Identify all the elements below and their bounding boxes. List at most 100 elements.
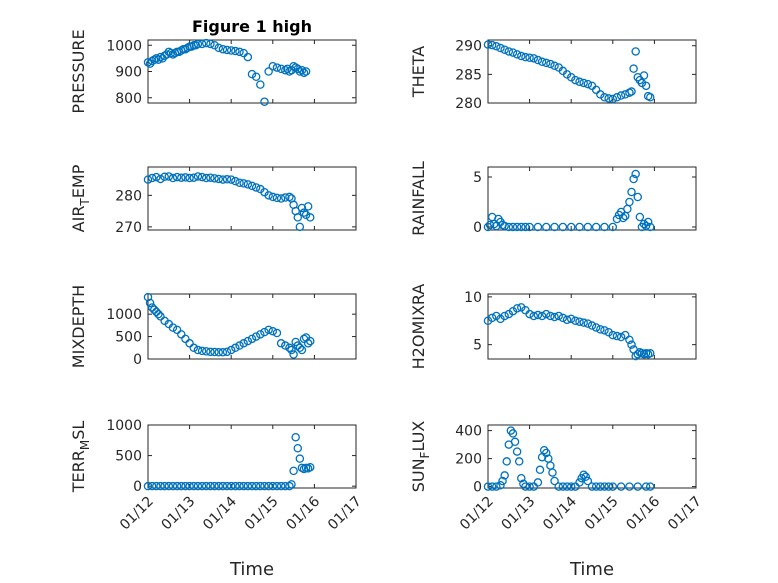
data-point: [247, 481, 257, 491]
series-markers: [483, 426, 655, 491]
data-point: [289, 466, 298, 476]
data-point: [487, 40, 497, 50]
data-point: [492, 482, 501, 491]
data-point: [616, 482, 626, 491]
data-point: [285, 343, 294, 353]
data-point: [239, 179, 248, 188]
y-tick-label: 280: [455, 96, 482, 112]
data-point: [295, 67, 305, 76]
axes-frame: [147, 424, 357, 489]
data-point: [147, 303, 157, 312]
data-point: [562, 482, 572, 491]
data-point: [235, 178, 244, 187]
data-point: [222, 45, 232, 55]
data-point: [235, 341, 244, 350]
data-point: [189, 481, 199, 491]
data-point: [591, 222, 601, 232]
data-point: [168, 323, 178, 332]
data-point: [525, 53, 534, 63]
data-point: [558, 313, 568, 323]
data-point: [600, 93, 609, 102]
data-point: [152, 172, 161, 182]
data-point: [210, 174, 219, 183]
data-point: [535, 465, 545, 475]
data-point: [243, 481, 253, 491]
data-point: [185, 173, 194, 183]
data-point: [301, 67, 311, 76]
data-point: [548, 468, 557, 477]
data-point: [645, 222, 655, 232]
data-point: [214, 348, 223, 357]
axes-frame: [147, 166, 357, 231]
y-axis-label: SUNFLUX: [409, 421, 432, 493]
data-point: [152, 307, 161, 317]
data-point: [251, 72, 261, 82]
data-point: [305, 336, 315, 346]
data-point: [550, 222, 559, 232]
data-point: [633, 482, 643, 491]
data-point: [172, 172, 182, 182]
data-point: [502, 457, 511, 466]
data-point: [193, 345, 203, 355]
data-point: [193, 172, 203, 181]
data-point: [571, 316, 580, 326]
data-point: [268, 326, 278, 336]
data-point: [641, 81, 651, 91]
data-point: [631, 169, 640, 179]
data-point: [295, 454, 305, 463]
data-point: [517, 222, 526, 232]
data-point: [256, 481, 265, 491]
data-point: [608, 94, 618, 104]
data-point: [210, 347, 219, 357]
data-point: [285, 67, 294, 76]
data-point: [627, 87, 636, 96]
data-point: [587, 482, 597, 491]
data-point: [591, 323, 601, 332]
data-point: [189, 173, 199, 182]
data-point: [293, 64, 303, 74]
data-point: [533, 478, 543, 487]
data-point: [608, 482, 618, 491]
data-point: [575, 77, 584, 87]
data-point: [201, 347, 211, 356]
data-point: [226, 481, 236, 491]
data-point: [608, 222, 618, 232]
data-point: [596, 325, 605, 334]
y-axis-label: MIXDEPTH: [69, 285, 88, 368]
y-tick-label: 500: [115, 449, 142, 465]
data-point: [558, 482, 568, 491]
data-point: [525, 482, 534, 491]
data-point: [166, 48, 176, 58]
data-point: [152, 54, 161, 63]
data-point: [222, 347, 232, 357]
data-point: [554, 311, 563, 321]
y-axis-label: AIRTEMP: [69, 164, 92, 232]
data-point: [247, 69, 257, 79]
data-point: [512, 50, 522, 59]
axes-panel-5: 0 500 1000 MIXDEPTH: [69, 285, 357, 368]
data-point: [562, 315, 572, 325]
data-point: [154, 55, 163, 64]
data-point: [291, 432, 300, 442]
data-point: [625, 197, 634, 207]
series-markers: [483, 40, 655, 104]
data-point: [500, 471, 509, 480]
data-point: [521, 52, 530, 62]
data-point: [496, 43, 505, 53]
data-point: [235, 47, 244, 57]
y-tick-label: 0: [473, 480, 482, 496]
data-point: [177, 173, 186, 182]
data-point: [487, 313, 497, 323]
data-point: [581, 472, 591, 482]
y-tick-label: 270: [115, 220, 142, 236]
series-markers: [143, 38, 311, 106]
data-point: [583, 222, 593, 232]
x-axis-label: Time: [229, 559, 274, 580]
data-point: [579, 470, 588, 479]
axes-frame: [487, 39, 697, 104]
data-point: [260, 481, 269, 491]
data-point: [231, 343, 240, 353]
y-tick-label: 0: [133, 352, 142, 368]
data-point: [517, 51, 526, 61]
